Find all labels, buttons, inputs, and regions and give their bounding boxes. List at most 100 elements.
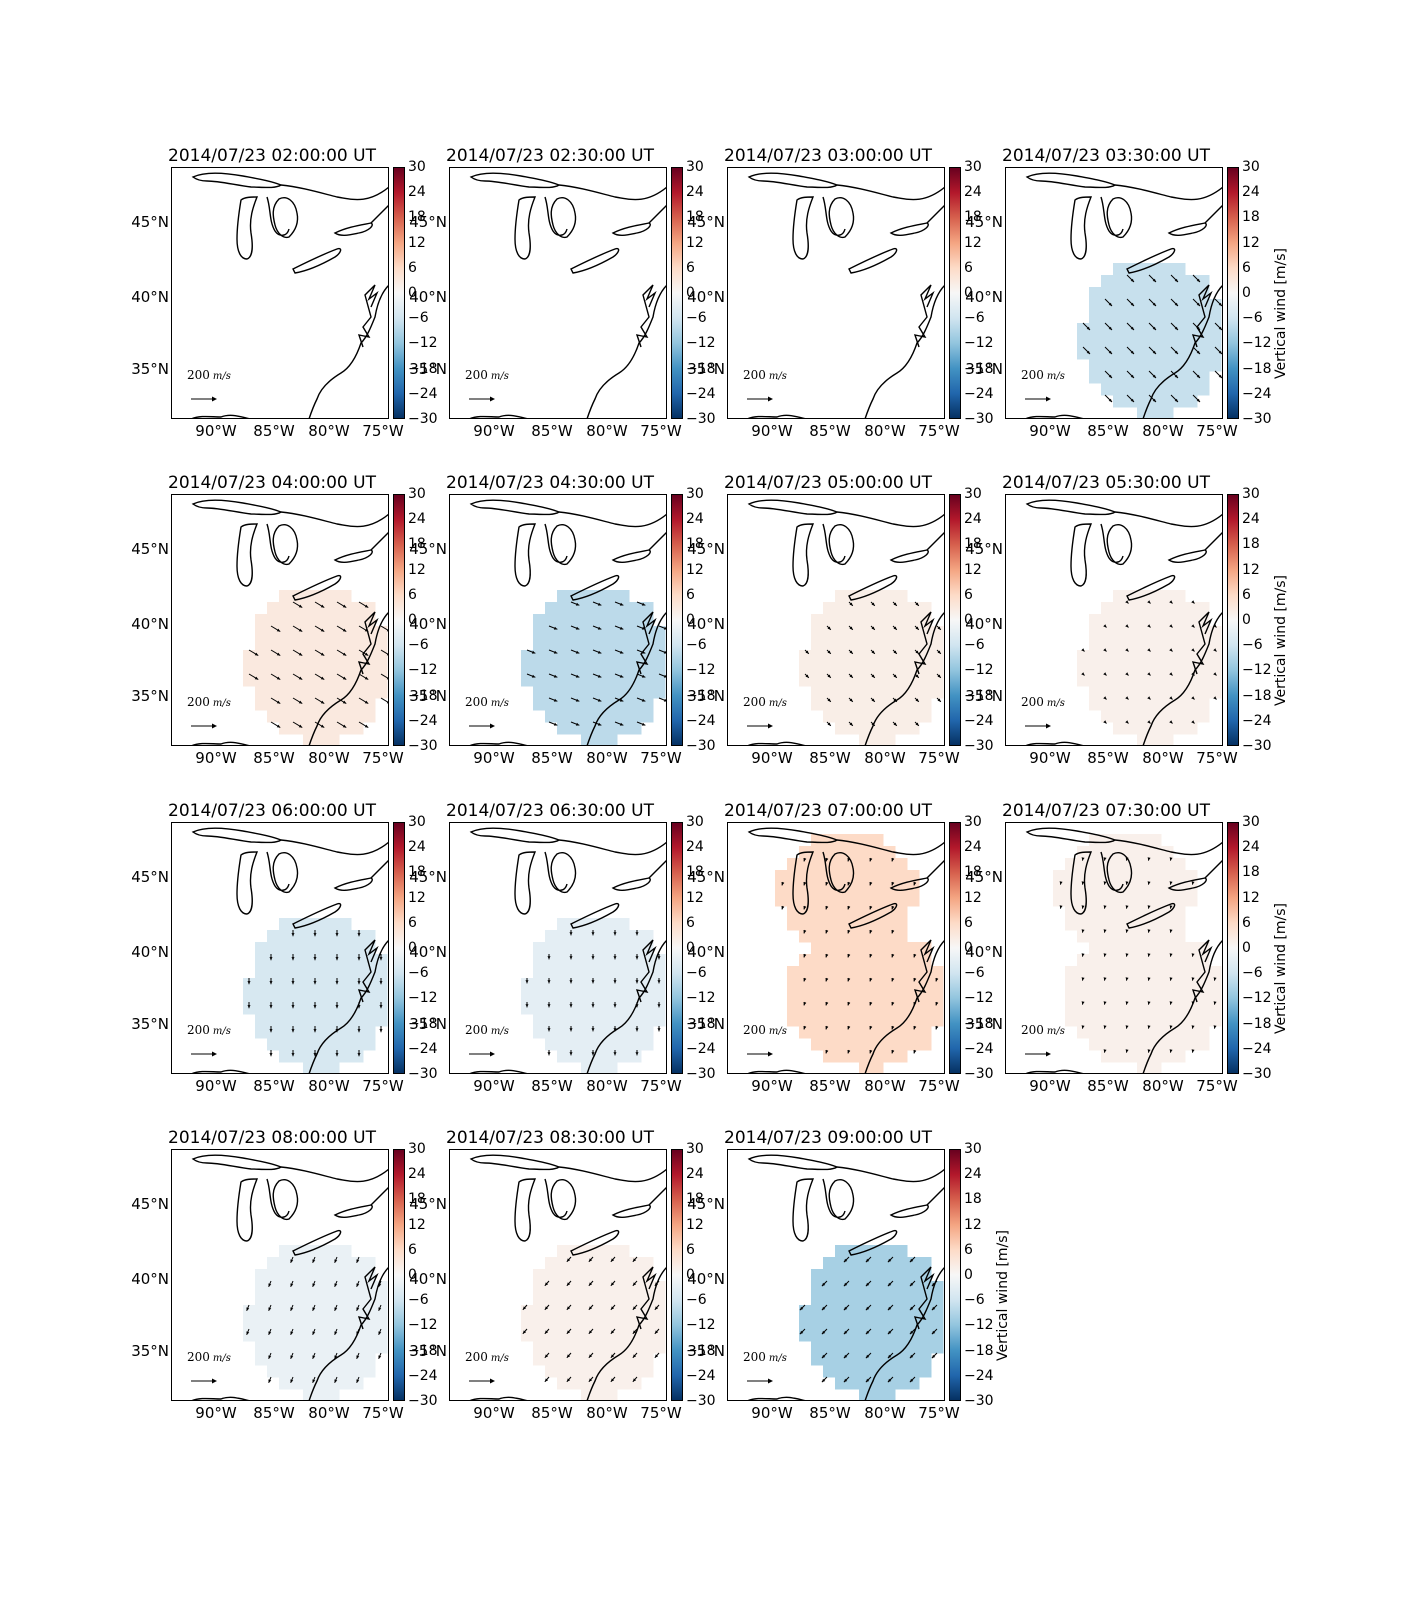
wind-arrow-head (268, 1331, 272, 1335)
colorbar-tick-label: −18 (686, 1342, 716, 1359)
wind-arrow-head (312, 1283, 316, 1287)
wind-arrow-head (335, 933, 339, 937)
colorbar-tick-label: 12 (408, 889, 426, 906)
wind-arrow-head (1103, 953, 1107, 957)
wind-arrow-head (320, 724, 325, 728)
lon-tick-label: 80°W (586, 1404, 628, 1422)
wind-arrow-head (891, 1025, 895, 1030)
wind-arrow-head (869, 905, 873, 910)
colorbar-tick-label: −12 (1242, 662, 1272, 679)
lat-tick-label: 45°N (687, 868, 725, 886)
panel-title: 2014/07/23 05:00:00 UT (724, 473, 932, 493)
colorbar-tick-label: 0 (964, 612, 973, 628)
wind-arrow-head (547, 980, 551, 984)
wind-arrow-head (827, 698, 831, 702)
wind-arrow-head (1081, 905, 1085, 909)
wind-arrow-head (1130, 302, 1135, 307)
colorbar-tick-label: 24 (686, 511, 704, 528)
coastline (1024, 414, 1086, 419)
coastline (550, 524, 577, 566)
coastline (558, 184, 667, 201)
lat-tick-label: 45°N (409, 868, 447, 886)
coastline (848, 574, 898, 601)
wind-arrow-head (566, 1258, 571, 1262)
wind-arrow-head (887, 1378, 892, 1383)
wind-arrow-head (1147, 929, 1151, 933)
wind-arrow-head (342, 724, 347, 728)
wind-arrow-head (893, 674, 897, 678)
coastline (514, 196, 537, 260)
colorbar-tick-label: −30 (964, 1066, 994, 1082)
map-frame (727, 167, 945, 419)
reference-vector (469, 723, 495, 729)
coastline (848, 1229, 898, 1256)
colorbar-tick-label: −12 (686, 990, 716, 1007)
coastline (469, 1154, 561, 1171)
colorbar-tick-label: −30 (408, 738, 438, 754)
lon-tick-label: 90°W (473, 749, 515, 767)
wind-arrow-head (1125, 600, 1129, 604)
coastline (913, 284, 935, 348)
wind-arrow-head (291, 981, 295, 985)
wind-arrow-head (913, 881, 917, 886)
coastline (370, 1186, 389, 1206)
lon-tick-label: 80°W (308, 422, 350, 440)
colorbar (1227, 167, 1239, 419)
reference-unit: m/s (768, 1026, 787, 1037)
coastline (836, 1166, 945, 1183)
reference-magnitude: 200 (187, 368, 210, 382)
wind-arrow-head (591, 932, 595, 936)
wind-arrow-head (799, 1306, 804, 1311)
coastline (635, 1266, 657, 1330)
wind-arrow-head (654, 1330, 659, 1334)
colorbar-tick-label: −24 (686, 1040, 716, 1057)
reference-unit: m/s (490, 1353, 509, 1364)
colorbar-tick-label: −24 (1242, 1040, 1272, 1057)
wind-arrow-head (843, 1306, 848, 1311)
lon-tick-label: 90°W (1029, 422, 1071, 440)
lat-tick-label: 45°N (965, 213, 1003, 231)
wind-arrow-head (290, 1307, 294, 1311)
colorbar-tick-label: 24 (408, 1166, 426, 1183)
lon-tick-label: 85°W (1087, 1077, 1129, 1095)
colorbar-tick-label: 12 (964, 1216, 982, 1233)
wind-arrow-head (378, 1355, 382, 1359)
colorbar-tick-label: −6 (686, 310, 707, 327)
wind-arrow-head (803, 953, 807, 958)
reference-magnitude: 200 (1021, 1023, 1044, 1037)
wind-arrow-head (334, 1379, 338, 1383)
wind-arrow-head (591, 1004, 595, 1008)
colorbar-tick-label: −24 (408, 1040, 438, 1057)
wind-arrow-head (525, 980, 529, 984)
coastline (1142, 611, 1223, 746)
wind-arrow-head (913, 1025, 917, 1030)
colorbar-tick-label: −30 (408, 1066, 438, 1082)
colorbar-tick-label: −30 (686, 411, 716, 427)
coastline (746, 1069, 808, 1074)
colorbar (949, 494, 961, 746)
lat-tick-label: 45°N (131, 1195, 169, 1213)
colorbar-tick-label: 18 (964, 1191, 982, 1208)
colorbar-tick-label: 6 (408, 914, 417, 931)
lat-tick-label: 40°N (965, 943, 1003, 961)
colorbar-tick-label: 12 (408, 234, 426, 251)
colorbar-gradient (949, 167, 961, 419)
wind-arrow-head (290, 1331, 294, 1335)
map-panel: 2014/07/23 04:00:00 UT 200 m/s 45°N 40°N 35°N… (131, 473, 437, 772)
colorbar-tick-label: −6 (964, 310, 985, 327)
wind-arrow-head (1169, 624, 1173, 628)
coastline (308, 1266, 389, 1401)
wind-arrow-head (547, 1004, 551, 1008)
wind-arrow-head (290, 1283, 294, 1287)
colorbar-tick-label: 24 (686, 1166, 704, 1183)
coastline (1106, 524, 1133, 566)
map-panel: 2014/07/23 05:30:00 UT 200 m/s 45°N 40°N 35°N… (965, 473, 1289, 772)
wind-arrow-head (843, 1282, 848, 1287)
colorbar-tick-label: 24 (1242, 511, 1260, 528)
wind-arrow-head (893, 602, 897, 606)
colorbar-tick-label: −18 (1242, 1015, 1272, 1032)
wind-arrow-head (847, 929, 851, 934)
lon-tick-label: 85°W (809, 749, 851, 767)
reference-arrow-head (212, 396, 217, 402)
wind-arrow-head (1125, 905, 1129, 909)
